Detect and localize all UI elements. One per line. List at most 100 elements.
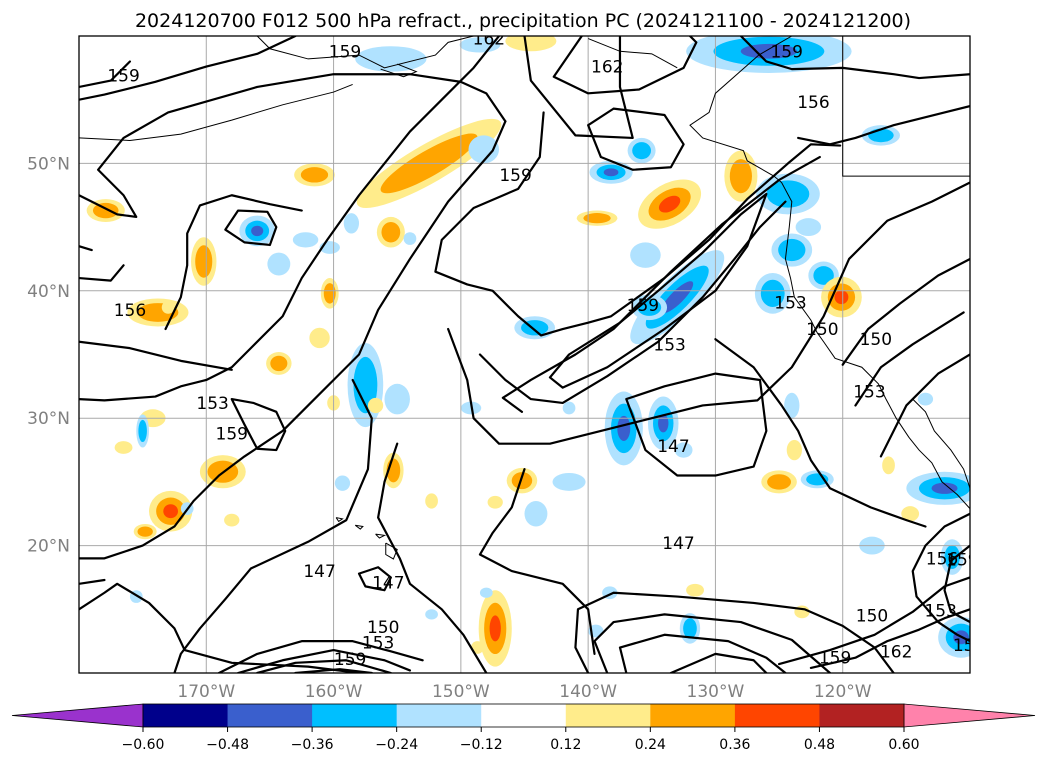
contour-line	[79, 582, 361, 673]
precip-feature	[266, 351, 292, 375]
contour-line	[523, 36, 634, 140]
precip-patch	[425, 609, 438, 620]
contour-line	[79, 245, 93, 252]
precip-patch	[813, 266, 834, 285]
contour-label: 156	[926, 549, 958, 569]
contour-label: 15	[953, 636, 975, 656]
precip-feature	[191, 237, 217, 286]
precip-feature	[882, 456, 895, 475]
precip-patch	[944, 545, 960, 570]
precip-feature	[487, 495, 503, 509]
precip-patch	[661, 281, 694, 314]
contour-line	[943, 544, 970, 624]
precip-patch	[489, 615, 501, 642]
precip-feature	[384, 383, 410, 415]
precip-patch	[224, 513, 240, 527]
contour-line	[237, 648, 412, 673]
precip-feature	[267, 252, 291, 276]
precip-patch	[425, 493, 438, 509]
precip-patch	[729, 159, 752, 194]
colorbar-tick-label: 0.48	[804, 737, 835, 753]
lat-tick-label: 20°N	[27, 537, 70, 557]
colorbar-tick-label: −0.36	[291, 737, 334, 753]
precip-patch	[309, 327, 330, 349]
contour-label: 159	[770, 42, 802, 62]
precip-patch	[868, 128, 894, 143]
precip-feature	[784, 392, 800, 419]
precip-patch	[323, 283, 336, 304]
contour-label: 156	[114, 301, 146, 321]
lat-tick-label: 40°N	[27, 282, 70, 302]
colorbar-segment	[734, 704, 820, 727]
precip-feature	[638, 179, 702, 229]
precip-feature	[292, 232, 319, 248]
contour-line	[714, 338, 927, 528]
coastline	[335, 517, 344, 523]
precip-patch	[92, 202, 119, 219]
precip-feature	[576, 210, 618, 226]
contour-label: 162	[880, 642, 912, 662]
precip-feature	[754, 272, 791, 314]
precip-feature	[114, 441, 133, 454]
precip-patch	[658, 195, 681, 213]
precip-patch	[267, 252, 291, 276]
precip-feature	[347, 343, 384, 428]
precip-patch	[562, 401, 576, 415]
contour-label: 162	[591, 58, 623, 78]
lon-tick-label: 140°W	[559, 682, 617, 702]
precip-patch	[630, 242, 661, 268]
precip-feature	[627, 137, 656, 164]
precip-patch	[686, 583, 704, 597]
precip-patch	[251, 225, 264, 237]
contour-line	[79, 36, 501, 402]
contour-line	[911, 512, 970, 643]
contour-label: 162	[473, 30, 505, 50]
coastline	[354, 524, 364, 530]
precip-patch	[740, 43, 798, 59]
precip-feature	[425, 493, 438, 509]
precip-feature	[786, 439, 802, 461]
chart-title: 2024120700 F012 500 hPa refract., precip…	[135, 10, 911, 32]
precip-feature	[674, 442, 693, 458]
coastline	[689, 36, 970, 509]
coastline	[842, 36, 970, 177]
contour-line	[618, 633, 787, 673]
precip-patch	[786, 439, 802, 461]
coastline	[587, 38, 678, 69]
precip-patch	[343, 213, 360, 234]
precip-patch	[487, 495, 503, 509]
contour-line	[79, 578, 106, 585]
contour-line	[224, 209, 278, 247]
precip-feature	[367, 397, 384, 414]
contour-line	[294, 668, 373, 673]
precip-feature	[901, 506, 920, 522]
contour-line	[669, 652, 768, 673]
precip-feature	[686, 36, 852, 73]
contour-line	[377, 442, 488, 673]
precip-feature	[149, 490, 193, 532]
contour-label: 147	[303, 562, 335, 582]
precip-patch	[381, 221, 401, 243]
precip-feature	[479, 587, 493, 598]
precip-patch	[138, 419, 147, 443]
contour-line	[501, 155, 821, 413]
precip-feature	[940, 539, 964, 575]
colorbar-tick-label: 0.24	[635, 737, 666, 753]
colorbar-segment	[227, 704, 313, 727]
contour-label: 159	[216, 424, 248, 444]
latitude-tick-labels: 20°N 30°N 40°N 50°N	[27, 154, 70, 556]
contour-line	[593, 613, 832, 673]
precip-patch	[468, 135, 500, 164]
contour-label: 150	[856, 607, 888, 627]
contour-line	[230, 397, 287, 452]
contour-line	[552, 36, 698, 95]
precip-patch	[901, 506, 920, 522]
precip-feature	[505, 36, 557, 52]
contour-label: 153	[774, 293, 806, 313]
contour-line	[217, 640, 424, 673]
precip-feature	[403, 232, 417, 245]
precip-patch	[931, 482, 958, 494]
precip-feature	[343, 213, 360, 234]
